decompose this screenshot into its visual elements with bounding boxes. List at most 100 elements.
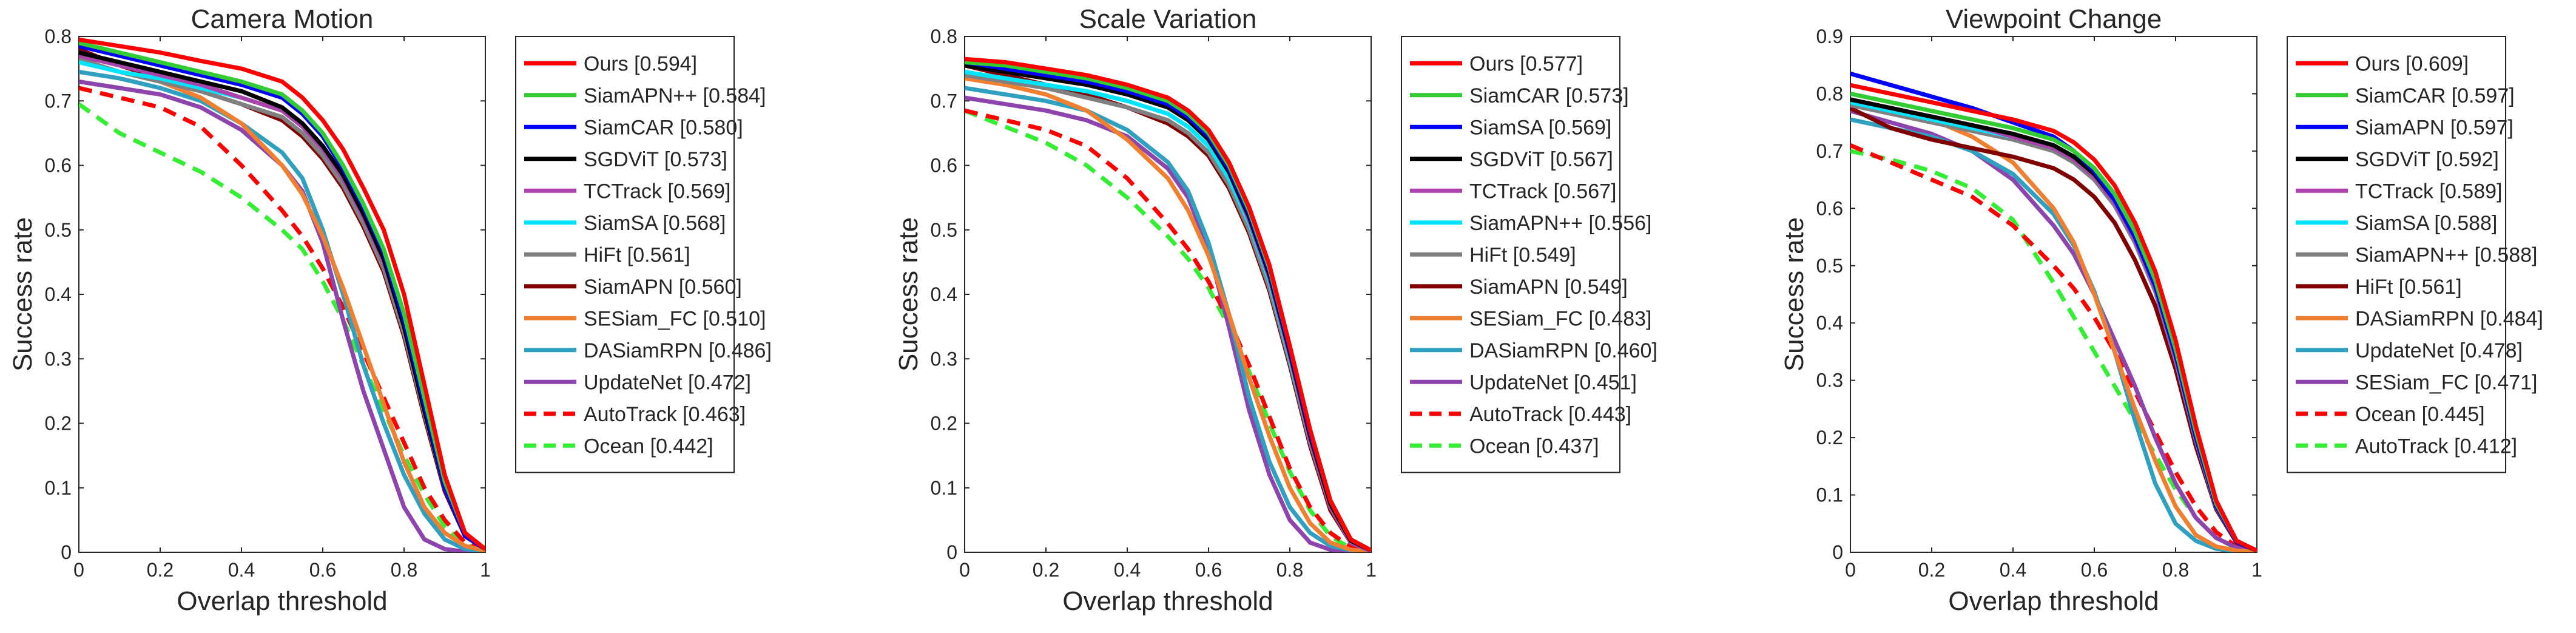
plot-area: [78, 36, 486, 553]
series-line: [79, 102, 485, 552]
legend-entry: Ours [0.577]: [1469, 52, 1583, 75]
series-group: [965, 56, 1371, 552]
legend-entry: TCTrack [0.589]: [2355, 180, 2502, 203]
legend-entry: AutoTrack [0.463]: [584, 403, 746, 426]
legend-entry: AutoTrack [0.412]: [2355, 435, 2517, 458]
x-tick-label: 0: [73, 559, 84, 581]
x-tick-label: 0: [959, 559, 970, 581]
y-tick-label: 0.4: [45, 283, 72, 305]
legend-entry: SiamSA [0.569]: [1469, 116, 1611, 139]
y-axis-label: Success rate: [894, 217, 923, 371]
x-tick-label: 0.8: [2162, 559, 2189, 581]
y-tick-label: 0.1: [1816, 484, 1843, 506]
x-tick-label: 0.4: [2000, 559, 2026, 581]
legend-entry: Ocean [0.445]: [2355, 403, 2485, 426]
y-tick-label: 0.9: [1816, 25, 1843, 47]
legend-entry: SGDViT [0.573]: [584, 148, 727, 171]
legend-entry: DASiamRPN [0.484]: [2355, 307, 2543, 330]
legend-entry: SESiam_FC [0.471]: [2355, 371, 2537, 394]
series-line: [1850, 143, 2257, 552]
x-tick-label: 1: [2251, 559, 2262, 581]
legend-entry: DASiamRPN [0.486]: [584, 339, 772, 362]
legend-entry: SiamAPN [0.560]: [584, 276, 742, 299]
legend-entry: SiamCAR [0.573]: [1469, 84, 1629, 107]
y-tick-label: 0.5: [1816, 255, 1843, 277]
x-tick-label: 0.2: [1918, 559, 1945, 581]
x-tick-label: 0.8: [1276, 559, 1303, 581]
legend: Ours [0.594] SiamAPN++ [0.584] SiamCAR [0.…: [515, 36, 772, 473]
legend-entry: SESiam_FC [0.510]: [584, 307, 766, 330]
series-line: [965, 56, 1371, 552]
series-group: [1850, 72, 2257, 552]
x-tick-label: 0: [1845, 559, 1856, 581]
x-axis-label: Overlap threshold: [1948, 586, 2159, 616]
legend-entry: HiFt [0.549]: [1469, 243, 1576, 266]
legend-entry: SiamCAR [0.597]: [2355, 84, 2515, 107]
series-line: [965, 86, 1371, 552]
legend-entry: SESiam_FC [0.483]: [1469, 307, 1651, 330]
legend-entry: TCTrack [0.569]: [584, 180, 730, 203]
legend-entry: TCTrack [0.567]: [1469, 180, 1616, 203]
x-tick-label: 0.2: [1033, 559, 1059, 581]
legend-entry: SiamAPN [0.597]: [2355, 116, 2514, 139]
y-tick-label: 0.8: [45, 25, 72, 47]
y-axis-label: Success rate: [1779, 217, 1809, 371]
legend-entry: Ours [0.594]: [584, 52, 697, 75]
legend-entry: DASiamRPN [0.460]: [1469, 339, 1657, 362]
series-group: [79, 37, 485, 552]
y-tick-label: 0.6: [1816, 197, 1843, 219]
chart-panel-3: 0 0.2 0.4 0.6 0.8 1 0 0.1 0.2 0.3 0.4 0.5 0.6 0.7 0.8 0…: [1779, 4, 2543, 616]
y-tick-label: 0: [1832, 541, 1843, 563]
legend-entry: SiamSA [0.568]: [584, 212, 726, 235]
legend-entry: HiFt [0.561]: [2355, 276, 2462, 299]
series-line: [79, 79, 485, 552]
legend: Ours [0.577] SiamCAR [0.573] SiamSA [0.569…: [1401, 36, 1657, 473]
legend-entry: SiamAPN++ [0.588]: [2355, 243, 2538, 266]
x-tick-label: 0.6: [2081, 559, 2108, 581]
y-tick-label: 0.3: [1816, 370, 1843, 391]
legend-entry: SiamSA [0.588]: [2355, 212, 2497, 235]
y-tick-label: 0.3: [931, 348, 957, 370]
y-tick-label: 0.8: [1816, 83, 1843, 104]
chart-panel-2: 0 0.2 0.4 0.6 0.8 1 0 0.1 0.2 0.3 0.4 0.5 0.6 0.7 0.8 S…: [894, 4, 1657, 616]
legend-entry: SiamAPN++ [0.584]: [584, 84, 766, 107]
legend-entry: UpdateNet [0.451]: [1469, 371, 1637, 394]
legend-entry: SiamAPN++ [0.556]: [1469, 212, 1652, 235]
series-line: [1850, 83, 2257, 552]
y-tick-label: 0.2: [931, 413, 957, 435]
y-tick-label: 0.4: [1816, 312, 1843, 334]
legend-entry: Ocean [0.442]: [584, 435, 713, 458]
legend-entry: UpdateNet [0.478]: [2355, 339, 2523, 362]
plot-area: [1850, 36, 2257, 553]
series-line: [1850, 149, 2257, 552]
legend-entry: SGDViT [0.567]: [1469, 148, 1613, 171]
series-line: [79, 37, 485, 551]
x-tick-label: 1: [1366, 559, 1377, 581]
series-line: [79, 56, 485, 552]
legend-entry: AutoTrack [0.443]: [1469, 403, 1631, 426]
x-tick-label: 0.6: [1195, 559, 1222, 581]
legend: Ours [0.609] SiamCAR [0.597] SiamAPN [0.59…: [2287, 36, 2543, 473]
x-tick-label: 0.4: [1114, 559, 1141, 581]
y-tick-label: 0.7: [1816, 140, 1843, 162]
y-tick-label: 0.3: [45, 348, 72, 370]
chart-title: Camera Motion: [191, 4, 374, 34]
y-tick-label: 0.5: [931, 219, 957, 241]
legend-entry: SiamAPN [0.549]: [1469, 276, 1628, 299]
x-tick-label: 0.4: [228, 559, 255, 581]
x-tick-label: 0.6: [309, 559, 336, 581]
y-tick-label: 0: [946, 541, 957, 563]
y-tick-label: 0.6: [931, 155, 957, 177]
chart-title: Viewpoint Change: [1946, 4, 2162, 34]
y-tick-label: 0.7: [45, 90, 72, 112]
y-tick-label: 0.4: [931, 283, 957, 305]
y-tick-label: 0: [61, 541, 72, 563]
x-tick-label: 0.8: [391, 559, 417, 581]
y-axis-label: Success rate: [8, 217, 38, 371]
x-axis-label: Overlap threshold: [177, 586, 387, 616]
y-tick-label: 0.5: [45, 219, 72, 241]
x-tick-label: 1: [480, 559, 491, 581]
y-tick-label: 0.2: [45, 413, 72, 435]
y-tick-label: 0.8: [931, 25, 957, 47]
